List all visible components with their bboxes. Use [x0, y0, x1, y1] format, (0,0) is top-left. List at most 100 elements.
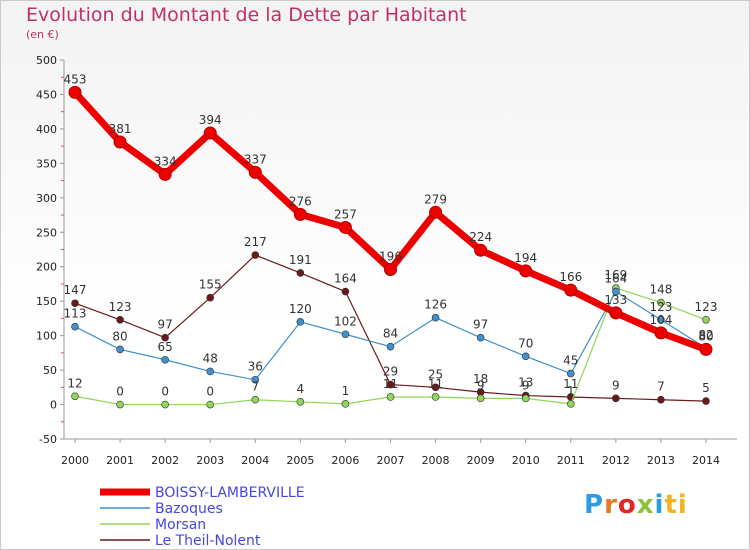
- data-point-boissy-lamberville: [338, 220, 352, 234]
- data-label-morsan: 7: [251, 380, 259, 394]
- data-label-boissy-lamberville: 194: [514, 251, 537, 265]
- data-point-le-theil-nolent: [702, 397, 710, 405]
- x-tick-label: 2014: [692, 454, 720, 467]
- data-point-bazoques: [206, 367, 215, 376]
- data-point-le-theil-nolent: [657, 395, 665, 404]
- data-label-bazoques: 70: [518, 336, 533, 350]
- data-label-boissy-lamberville: 337: [244, 152, 267, 166]
- data-point-le-theil-nolent: [296, 269, 305, 277]
- data-point-morsan: [161, 400, 169, 409]
- data-label-boissy-lamberville: 453: [64, 72, 87, 86]
- data-point-bazoques: [341, 330, 350, 339]
- legend-label: Morsan: [155, 517, 206, 533]
- logo-letter: ti: [664, 490, 688, 520]
- data-point-le-theil-nolent: [612, 394, 620, 403]
- data-point-boissy-lamberville: [654, 326, 668, 340]
- data-label-bazoques: 164: [604, 272, 627, 286]
- data-point-le-theil-nolent: [431, 383, 440, 392]
- data-point-bazoques: [161, 355, 169, 364]
- data-label-bazoques: 80: [112, 329, 127, 343]
- data-label-morsan: 1: [567, 384, 575, 398]
- data-point-bazoques: [521, 352, 530, 361]
- x-tick-label: 2009: [467, 454, 495, 467]
- data-point-morsan: [566, 400, 575, 408]
- data-point-boissy-lamberville: [203, 126, 217, 140]
- data-label-le-theil-nolent: 9: [612, 378, 620, 392]
- y-tick-label: 500: [36, 54, 57, 67]
- data-label-boissy-lamberville: 133: [604, 293, 627, 307]
- data-point-le-theil-nolent: [251, 251, 260, 259]
- x-tick-label: 2006: [331, 454, 359, 467]
- data-label-bazoques: 48: [203, 351, 218, 365]
- data-label-morsan: 0: [206, 385, 214, 399]
- data-label-boissy-lamberville: 224: [469, 230, 492, 244]
- data-label-bazoques: 102: [334, 314, 357, 328]
- proxiti-logo: Proxiti: [584, 490, 688, 520]
- data-label-boissy-lamberville: 166: [559, 270, 582, 284]
- data-point-boissy-lamberville: [68, 85, 82, 99]
- data-label-morsan: 0: [116, 385, 124, 399]
- data-label-le-theil-nolent: 5: [702, 381, 710, 395]
- x-tick-label: 2011: [557, 454, 585, 467]
- data-point-boissy-lamberville: [699, 342, 713, 356]
- data-label-bazoques: 97: [473, 318, 488, 332]
- data-label-morsan: 1: [342, 384, 350, 398]
- logo-letter: o: [617, 490, 637, 520]
- x-tick-label: 2002: [151, 454, 179, 467]
- data-label-le-theil-nolent: 191: [289, 253, 312, 267]
- data-label-le-theil-nolent: 29: [383, 365, 398, 379]
- data-label-le-theil-nolent: 164: [334, 272, 357, 286]
- data-label-boissy-lamberville: 381: [109, 122, 132, 136]
- data-label-morsan: 148: [649, 283, 672, 297]
- data-label-boissy-lamberville: 104: [649, 313, 672, 327]
- data-point-bazoques: [71, 322, 79, 331]
- data-point-boissy-lamberville: [293, 207, 307, 221]
- data-label-morsan: 4: [297, 382, 305, 396]
- x-tick-label: 2013: [647, 454, 675, 467]
- x-tick-label: 2005: [286, 454, 314, 467]
- data-point-le-theil-nolent: [116, 315, 124, 324]
- y-tick-label: 100: [36, 330, 57, 343]
- x-tick-label: 2000: [61, 454, 89, 467]
- data-label-bazoques: 45: [563, 354, 578, 368]
- series-lines: [68, 85, 713, 409]
- data-point-bazoques: [251, 375, 260, 384]
- legend-label: Bazoques: [155, 501, 223, 517]
- y-tick-label: 450: [36, 88, 57, 101]
- data-label-bazoques: 65: [158, 340, 173, 354]
- data-label-le-theil-nolent: 147: [64, 283, 87, 297]
- y-tick-label: 250: [36, 226, 57, 239]
- data-label-morsan: 169: [604, 268, 627, 282]
- data-point-bazoques: [116, 345, 124, 354]
- data-label-bazoques: 36: [248, 360, 263, 374]
- data-point-boissy-lamberville: [429, 205, 443, 219]
- data-point-morsan: [71, 392, 79, 401]
- data-point-bazoques: [431, 313, 440, 322]
- data-label-boissy-lamberville: 279: [424, 192, 447, 206]
- data-label-le-theil-nolent: 11: [563, 377, 578, 391]
- data-point-morsan: [657, 298, 665, 307]
- logo-letter: r: [604, 490, 618, 520]
- data-label-le-theil-nolent: 7: [657, 380, 665, 394]
- data-label-le-theil-nolent: 155: [199, 278, 222, 292]
- data-point-bazoques: [476, 333, 485, 342]
- x-tick-label: 2001: [106, 454, 134, 467]
- data-label-le-theil-nolent: 18: [473, 372, 488, 386]
- data-label-bazoques: 84: [383, 327, 398, 341]
- y-tick-label: 350: [36, 157, 57, 170]
- y-tick-label: 200: [36, 261, 57, 274]
- data-point-morsan: [341, 400, 350, 408]
- legend-label: BOISSY-LAMBERVILLE: [155, 485, 305, 501]
- y-tick-label: 50: [43, 364, 57, 377]
- y-tick-label: -50: [39, 433, 57, 446]
- data-point-boissy-lamberville: [564, 283, 578, 297]
- data-label-boissy-lamberville: 196: [379, 249, 402, 263]
- x-tick-label: 2003: [196, 454, 224, 467]
- y-tick-label: 300: [36, 192, 57, 205]
- data-label-morsan: 9: [477, 378, 485, 392]
- data-label-boissy-lamberville: 276: [289, 194, 312, 208]
- data-label-bazoques: 82: [698, 328, 713, 342]
- data-label-morsan: 12: [67, 376, 82, 390]
